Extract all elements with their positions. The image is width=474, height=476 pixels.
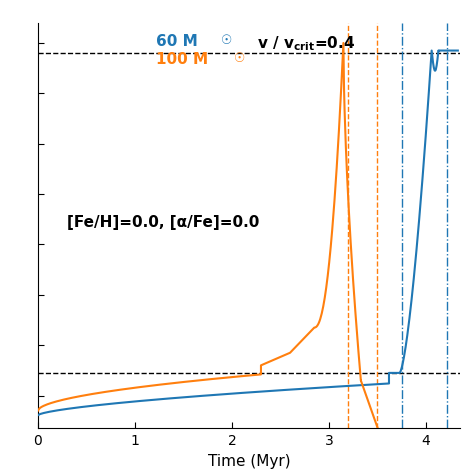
- Text: v / v$_{\mathregular{crit}}$=0.4: v / v$_{\mathregular{crit}}$=0.4: [257, 34, 356, 52]
- Text: 100 M: 100 M: [156, 52, 208, 67]
- X-axis label: Time (Myr): Time (Myr): [208, 453, 290, 468]
- Text: ☉: ☉: [234, 52, 246, 65]
- Text: ☉: ☉: [221, 34, 233, 47]
- Text: 60 M: 60 M: [156, 34, 198, 49]
- Text: [Fe/H]=0.0, [α/Fe]=0.0: [Fe/H]=0.0, [α/Fe]=0.0: [67, 214, 260, 229]
